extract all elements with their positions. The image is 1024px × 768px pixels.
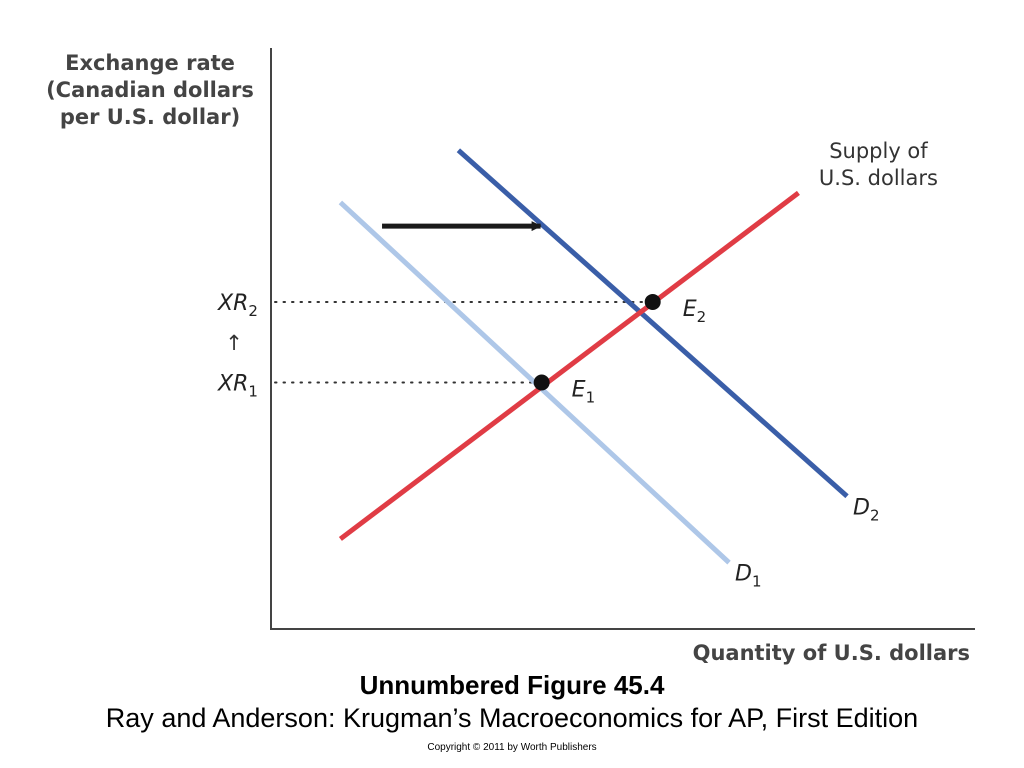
y-tick-label-xr2: XR2	[217, 291, 258, 320]
y-axis-title-line: (Canadian dollars	[46, 78, 254, 102]
up-arrow-icon: ↑	[225, 331, 243, 355]
y-tick-label-xr1: XR1	[217, 372, 258, 401]
label-d1: D1	[735, 562, 762, 591]
label-e1: E1	[572, 378, 595, 407]
copyright-notice: Copyright © 2011 by Worth Publishers	[427, 742, 597, 753]
label-supply-line: U.S. dollars	[819, 166, 938, 190]
label-e2: E2	[683, 297, 706, 326]
x-axis-title: Quantity of U.S. dollars	[693, 641, 970, 665]
label-supply-line: Supply of	[829, 139, 928, 163]
equilibrium-point-e1	[533, 374, 550, 391]
y-axis-title-line: per U.S. dollar)	[60, 105, 240, 129]
y-axis-title-line: Exchange rate	[65, 51, 235, 75]
figure-caption-title: Unnumbered Figure 45.4	[359, 670, 665, 700]
curve-d2	[456, 148, 849, 499]
figure-caption-source: Ray and Anderson: Krugman’s Macroeconomi…	[105, 703, 919, 733]
label-d2: D2	[853, 495, 880, 524]
curve-supply-of-u-s-dollars	[338, 190, 800, 541]
y-axis-title: Exchange rate (Canadian dollars per U.S. d…	[46, 51, 254, 129]
equilibrium-point-e2	[644, 293, 661, 310]
